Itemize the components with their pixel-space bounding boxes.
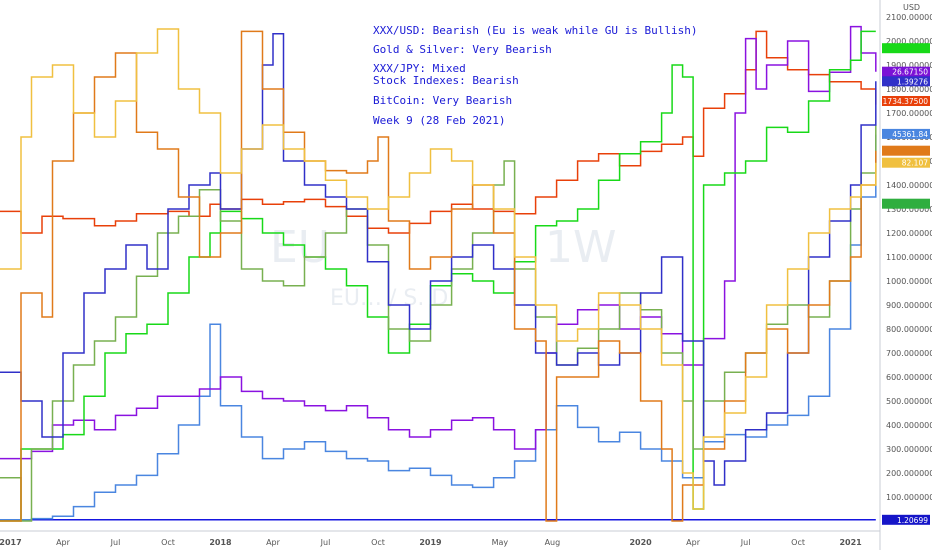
y-tick-label: 300.000000 bbox=[886, 445, 932, 454]
x-tick-label: Apr bbox=[266, 538, 281, 547]
x-tick-label: May bbox=[492, 538, 509, 547]
x-tick-label: 2021 bbox=[839, 538, 862, 547]
price-badge-bg bbox=[882, 198, 930, 209]
annotation-stock-indexes: Stock Indexes: Bearish bbox=[373, 74, 519, 87]
y-tick-label: 1200.000000 bbox=[886, 229, 932, 238]
y-tick-label: 400.000000 bbox=[886, 421, 932, 430]
price-badge-bg bbox=[882, 128, 930, 139]
price-badge-label: 1734.37500 bbox=[883, 97, 929, 106]
price-badge-label: 45361.84 bbox=[892, 130, 928, 139]
y-tick-label: 900.000000 bbox=[886, 301, 932, 310]
x-tick-label: Oct bbox=[791, 538, 805, 547]
price-badge: 1.20699 bbox=[882, 514, 930, 525]
series-line-7[interactable] bbox=[0, 30, 877, 522]
y-tick-label: 2100.000000 bbox=[886, 13, 932, 22]
y-tick-label: 1000.000000 bbox=[886, 277, 932, 286]
price-badge: 82.107 bbox=[882, 157, 930, 168]
price-badge-label: 26.67150 bbox=[892, 68, 928, 77]
y-tick-label: 800.000000 bbox=[886, 325, 932, 334]
x-tick-label: Aug bbox=[545, 538, 561, 547]
annotations: XXX/USD: Bearish (Eu is weak while GU is… bbox=[373, 24, 698, 127]
annotation-xxx-jpy: XXX/JPY: Mixed bbox=[373, 62, 466, 75]
price-badge: 45361.84 bbox=[882, 128, 930, 139]
annotation-xxx-usd: XXX/USD: Bearish (Eu is weak while GU is… bbox=[373, 24, 698, 37]
x-tick-label: Jul bbox=[320, 538, 331, 547]
price-badge: 1734.37500 bbox=[882, 96, 930, 106]
series-line-8[interactable] bbox=[0, 28, 877, 510]
price-badge: 1.39276 bbox=[882, 76, 930, 87]
y-tick-label: 500.000000 bbox=[886, 397, 932, 406]
price-badge bbox=[882, 43, 930, 54]
y-tick-label: 1100.000000 bbox=[886, 253, 932, 262]
x-tick-label: 2017 bbox=[0, 538, 22, 547]
x-tick-label: Jul bbox=[110, 538, 121, 547]
y-tick-label: 1300.000000 bbox=[886, 205, 932, 214]
price-badge-bg bbox=[882, 66, 930, 77]
price-badge-bg bbox=[882, 157, 930, 168]
y-tick-label: 1800.000000 bbox=[886, 85, 932, 94]
y-tick-label: 1700.000000 bbox=[886, 109, 932, 118]
y-tick-label: 600.000000 bbox=[886, 373, 932, 382]
price-badge bbox=[882, 145, 930, 156]
y-tick-label: 100.000000 bbox=[886, 493, 932, 502]
annotation-bitcoin: BitCoin: Very Bearish bbox=[373, 94, 512, 107]
plot-area bbox=[0, 25, 877, 522]
watermark-interval: 1W bbox=[545, 222, 617, 273]
x-tick-label: Oct bbox=[161, 538, 175, 547]
watermark-symbol: EU bbox=[270, 222, 330, 273]
x-tick-label: Apr bbox=[686, 538, 701, 547]
price-badge bbox=[882, 198, 930, 209]
y-tick-label: 700.000000 bbox=[886, 349, 932, 358]
series-line-6[interactable] bbox=[0, 33, 877, 486]
y-tick-label: 1400.000000 bbox=[886, 181, 932, 190]
price-badge-bg bbox=[882, 514, 930, 525]
x-tick-label: 2020 bbox=[629, 538, 652, 547]
x-tick-label: Oct bbox=[371, 538, 385, 547]
price-badge-bg bbox=[882, 145, 930, 156]
y-tick-label: 200.000000 bbox=[886, 469, 932, 478]
series-line-3[interactable] bbox=[0, 25, 877, 460]
price-badge-label: 82.107 bbox=[902, 159, 928, 168]
price-badge-label: 1.39276 bbox=[897, 77, 928, 86]
x-axis[interactable]: 2017 Apr Jul Oct 2018 Apr Jul Oct 2019 May Aug 2020… bbox=[0, 538, 862, 547]
y-tick-label: 1900.000000 bbox=[886, 61, 932, 70]
x-tick-label: 2019 bbox=[419, 538, 442, 547]
price-badge: 26.67150 bbox=[882, 66, 930, 77]
currency-label: USD bbox=[903, 3, 920, 12]
price-badge-bg bbox=[882, 43, 930, 54]
annotation-week: Week 9 (28 Feb 2021) bbox=[373, 114, 505, 127]
price-badge-label: 1.20699 bbox=[897, 516, 928, 525]
x-tick-label: 2018 bbox=[209, 538, 232, 547]
price-badge-bg bbox=[882, 96, 930, 106]
annotation-gold-silver: Gold & Silver: Very Bearish bbox=[373, 43, 552, 56]
x-tick-label: Jul bbox=[740, 538, 751, 547]
price-badge-bg bbox=[882, 76, 930, 87]
series-line-4[interactable] bbox=[0, 30, 876, 522]
y-axis[interactable]: 2100.000000 2000.000000 1900.000000 1800.00… bbox=[886, 13, 932, 502]
x-tick-label: Apr bbox=[56, 538, 71, 547]
y-tick-label: 2000.000000 bbox=[886, 37, 932, 46]
